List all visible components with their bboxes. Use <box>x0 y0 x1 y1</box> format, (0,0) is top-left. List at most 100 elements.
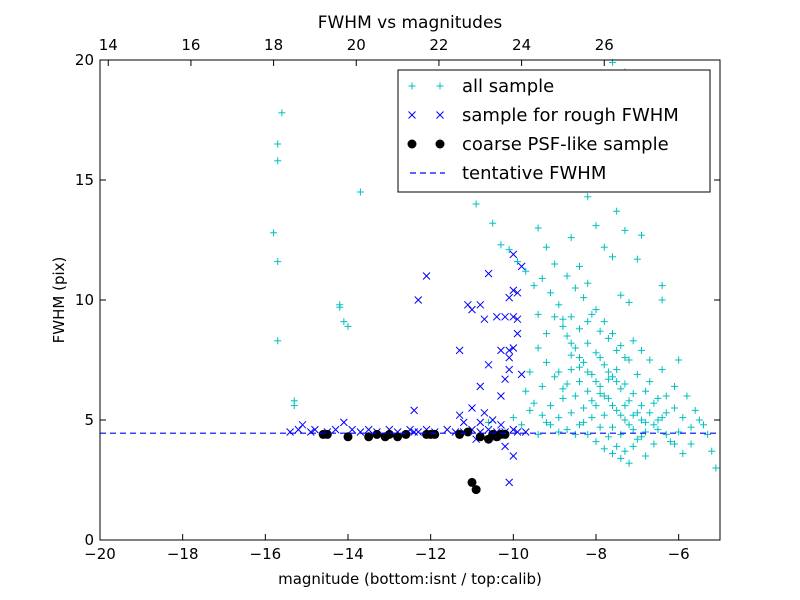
sample-for-rough-fwhm-point-6-b <box>331 425 340 434</box>
all-sample-point-114 <box>625 356 633 364</box>
all-sample-point-56 <box>671 382 679 390</box>
all-sample-point-176 <box>650 421 658 429</box>
all-sample-point-138 <box>613 366 621 374</box>
coarse-psf-like-sample-point-21 <box>471 485 481 495</box>
all-sample-point-27 <box>509 414 517 422</box>
all-sample-point-115 <box>617 342 625 350</box>
all-sample-point-92 <box>617 385 625 393</box>
sample-for-rough-fwhm-point-27-b <box>513 428 522 436</box>
all-sample-point-128 <box>530 399 538 407</box>
sample-for-rough-fwhm-point-41-b <box>505 293 514 302</box>
sample-for-rough-fwhm-point-2-b <box>298 420 307 429</box>
all-sample-point-101 <box>600 445 608 453</box>
sample-for-rough-fwhm-point-58 <box>468 404 476 412</box>
all-sample-point-60 <box>695 416 703 424</box>
all-sample-point-132 <box>563 426 571 434</box>
all-sample-point-149 <box>629 390 637 398</box>
all-sample-point-24 <box>559 315 567 323</box>
all-sample-point-186 <box>559 322 567 330</box>
all-sample-point-122 <box>559 385 567 393</box>
all-sample-point-124 <box>542 358 550 366</box>
coarse-psf-like-sample-point-19 <box>500 429 510 439</box>
all-sample-point-141 <box>637 346 645 354</box>
sample-for-rough-fwhm-point-62-b <box>488 416 497 424</box>
all-sample-point-11 <box>344 322 352 330</box>
sample-for-rough-fwhm-point-56-b <box>484 360 493 369</box>
all-sample-point-2 <box>274 157 282 165</box>
all-sample-point-113 <box>633 370 641 378</box>
sample-for-rough-fwhm-point-29 <box>410 406 418 415</box>
sample-for-rough-fwhm-point-3 <box>306 428 315 436</box>
sample-for-rough-fwhm-point-18-b <box>443 425 452 434</box>
all-sample-point-46 <box>633 255 641 263</box>
sample-for-rough-fwhm-point-10 <box>364 425 373 434</box>
sample-for-rough-fwhm-point-50 <box>513 329 522 338</box>
top-tick-label-4: 22 <box>429 36 448 54</box>
all-sample-point-33 <box>575 262 583 270</box>
sample-for-rough-fwhm-point-52-b <box>505 353 514 362</box>
sample-for-rough-fwhm-point-30 <box>422 272 431 280</box>
all-sample-point-162 <box>542 330 550 338</box>
legend-item-sample-for-rough-fwhm-swatch-a <box>408 111 416 119</box>
all-sample-point-136 <box>596 390 604 398</box>
all-sample-series <box>270 58 720 472</box>
all-sample-point-89 <box>592 349 600 357</box>
sample-for-rough-fwhm-point-46-b <box>480 315 489 324</box>
coarse-psf-like-sample-point-1 <box>322 429 332 439</box>
x-tick-label-2: −16 <box>250 545 282 563</box>
all-sample-point-177 <box>658 414 666 422</box>
sample-for-rough-fwhm-point-45-b <box>513 315 522 324</box>
all-sample-point-123 <box>551 373 559 381</box>
legend-item-coarse-psf-like-sample-label: coarse PSF-like sample <box>462 134 669 155</box>
all-sample-point-164 <box>555 428 563 436</box>
sample-for-rough-fwhm-point-26-b <box>509 425 518 434</box>
all-sample-point-76 <box>555 368 563 376</box>
all-sample-point-102 <box>609 450 617 458</box>
all-sample-point-154 <box>588 310 596 318</box>
all-sample-point-139 <box>621 354 629 362</box>
all-sample-point-61 <box>704 430 712 438</box>
all-sample-point-68 <box>580 358 588 366</box>
all-sample-point-80 <box>588 414 596 422</box>
sample-for-rough-fwhm-point-7 <box>340 418 348 427</box>
sample-for-rough-fwhm-point-58-b <box>468 404 476 412</box>
sample-for-rough-fwhm-point-59 <box>455 411 464 420</box>
sample-for-rough-fwhm-point-70-b <box>480 408 489 417</box>
sample-for-rough-fwhm-point-65-b <box>509 452 518 460</box>
all-sample-point-41 <box>584 193 592 201</box>
all-sample-point-22 <box>547 289 555 297</box>
all-sample-point-75 <box>637 433 645 441</box>
legend-item-coarse-psf-like-sample-swatch-b <box>435 139 445 149</box>
coarse-psf-like-sample-point-2 <box>343 432 353 442</box>
x-axis-label: magnitude (bottom:isnt / top:calib) <box>278 570 542 588</box>
all-sample-point-185 <box>567 339 575 347</box>
sample-for-rough-fwhm-point-55 <box>497 392 505 400</box>
sample-for-rough-fwhm-point-36-b <box>484 269 493 278</box>
all-sample-point-94 <box>633 409 641 417</box>
sample-for-rough-fwhm-point-66 <box>505 478 514 487</box>
all-sample-point-82 <box>604 433 612 441</box>
all-sample-point-130 <box>547 402 555 410</box>
all-sample-point-165 <box>547 421 555 429</box>
sample-for-rough-fwhm-point-35 <box>455 346 464 355</box>
all-sample-point-159 <box>542 243 550 251</box>
all-sample-point-19 <box>522 267 530 275</box>
all-sample-point-145 <box>671 404 679 412</box>
all-sample-point-192 <box>637 416 645 424</box>
all-sample-point-36 <box>600 243 608 251</box>
y-axis-label: FWHM (pix) <box>50 257 68 344</box>
all-sample-point-157 <box>563 272 571 280</box>
legend-item-sample-for-rough-fwhm-swatch-b-b <box>436 111 444 119</box>
sample-for-rough-fwhm-point-7-b <box>340 418 348 427</box>
sample-for-rough-fwhm-point-39 <box>509 286 518 295</box>
sample-for-rough-fwhm-point-43-b <box>509 250 518 259</box>
all-sample-point-58 <box>683 392 691 400</box>
all-sample-point-12 <box>356 188 364 196</box>
all-sample-point-73 <box>621 416 629 424</box>
all-sample-point-57 <box>675 356 683 364</box>
all-sample-point-160 <box>534 224 542 232</box>
all-sample-point-156 <box>571 284 579 292</box>
all-sample-point-39 <box>625 298 633 306</box>
all-sample-point-32 <box>567 234 575 242</box>
legend-item-sample-for-rough-fwhm-label: sample for rough FWHM <box>462 105 679 126</box>
